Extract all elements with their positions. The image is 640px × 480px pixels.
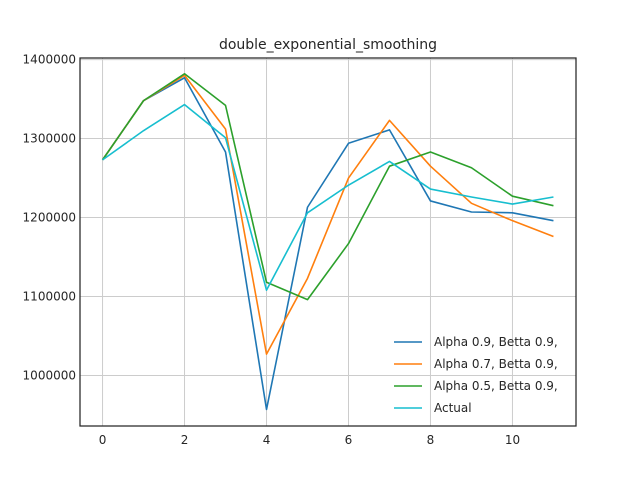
x-tick-label: 2: [181, 433, 189, 447]
x-tick-label: 8: [427, 433, 435, 447]
legend: Alpha 0.9, Betta 0.9, Alpha 0.7, Betta 0.…: [394, 335, 558, 415]
x-tick-label: 4: [263, 433, 271, 447]
series-line-0: [101, 76, 554, 411]
y-axis-ticks: 1000000 1100000 1200000 1300000 1400000: [23, 53, 76, 383]
grid: [80, 58, 576, 426]
x-tick-label: 10: [505, 433, 520, 447]
chart-title: double_exponential_smoothing: [219, 37, 437, 53]
y-tick-label: 1400000: [23, 53, 76, 67]
series-line-2: [101, 72, 554, 301]
series-line-3: [102, 103, 554, 291]
legend-label: Actual: [434, 401, 472, 415]
legend-label: Alpha 0.5, Betta 0.9,: [434, 379, 558, 393]
x-axis-ticks: 0 2 4 6 8 10: [99, 433, 520, 447]
y-tick-label: 1100000: [23, 289, 76, 303]
legend-label: Alpha 0.9, Betta 0.9,: [434, 335, 558, 349]
y-tick-label: 1300000: [23, 132, 76, 146]
y-tick-label: 1200000: [23, 211, 76, 225]
plot-frame: [79, 57, 577, 427]
y-tick-label: 1000000: [23, 368, 76, 382]
series-line-1: [101, 74, 554, 355]
x-tick-label: 6: [345, 433, 353, 447]
x-tick-label: 0: [99, 433, 107, 447]
series-lines: [101, 72, 554, 411]
legend-label: Alpha 0.7, Betta 0.9,: [434, 357, 558, 371]
